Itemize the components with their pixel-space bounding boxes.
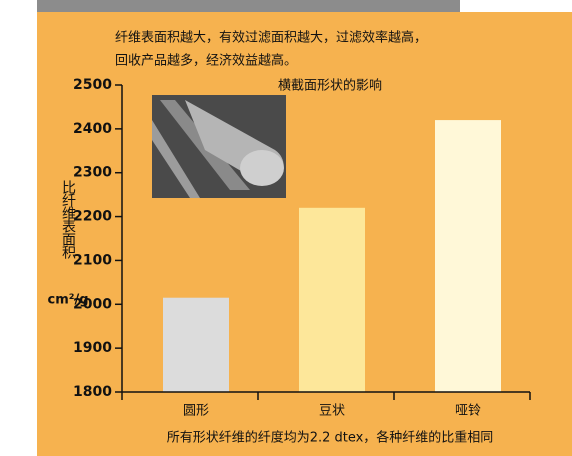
bar (163, 297, 229, 392)
chart-title: 横截面形状的影响 (278, 78, 382, 94)
y-tick-label: 1800 (73, 384, 112, 400)
x-tick-label: 豆状 (319, 404, 345, 419)
x-tick-label: 哑铃 (455, 404, 481, 419)
x-tick-label: 圆形 (183, 404, 209, 419)
y-tick-label: 2500 (73, 77, 112, 93)
y-tick-label: 2400 (73, 121, 112, 137)
top-strip (37, 0, 460, 12)
y-axis-label: 比纤维表面积 (60, 180, 76, 259)
footnote: 所有形状纤维的纤度均为2.2 dtex，各种纤维的比重相同 (167, 430, 494, 446)
y-tick-label: 2200 (73, 209, 112, 225)
y-tick-label: 2300 (73, 165, 112, 181)
note-line: 纤维表面积越大，有效过滤面积越大，过滤效率越高， (115, 30, 427, 46)
bar (435, 120, 501, 392)
fiber-photo (152, 95, 286, 198)
bar (299, 207, 365, 392)
note-line: 回收产品越多，经济效益越高。 (115, 53, 297, 69)
y-axis-unit: cm²/g (48, 293, 89, 308)
y-tick-label: 2000 (73, 296, 112, 312)
y-tick-label: 2100 (73, 252, 112, 268)
y-tick-label: 1900 (73, 340, 112, 356)
